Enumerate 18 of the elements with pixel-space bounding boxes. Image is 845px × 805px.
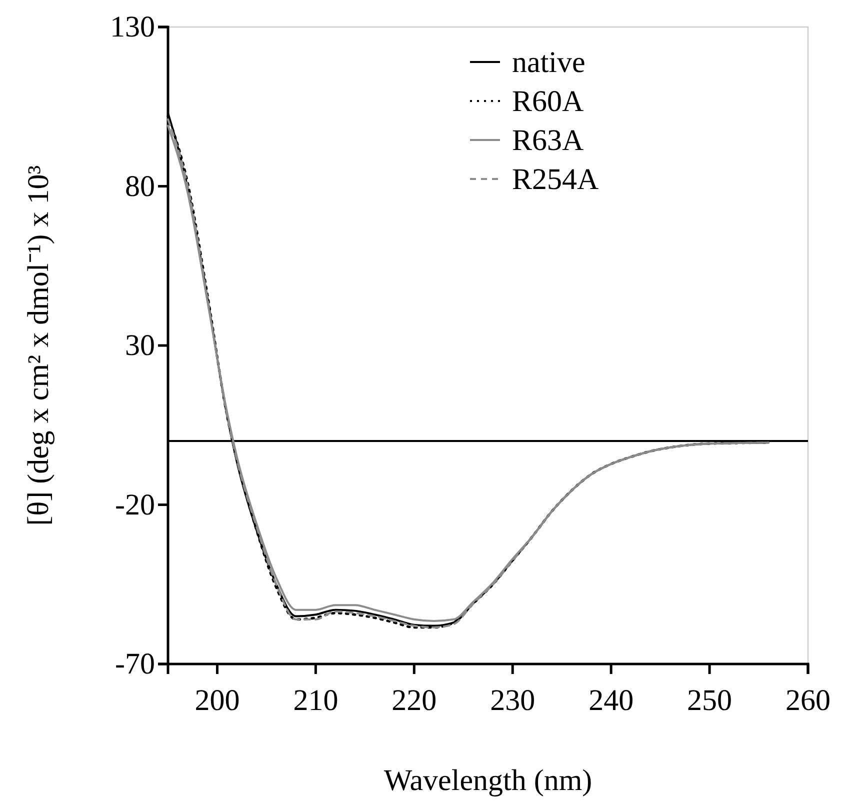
x-tick-label: 210 <box>293 684 338 717</box>
legend-label: native <box>512 46 586 79</box>
legend-label: R63A <box>512 124 584 157</box>
legend-label: R60A <box>512 85 584 118</box>
y-axis-title: [θ] (deg x cm² x dmol⁻¹) x 10³ <box>22 165 55 526</box>
x-tick-label: 220 <box>392 684 437 717</box>
x-axis-title: Wavelength (nm) <box>384 764 592 797</box>
y-tick-label: 80 <box>125 170 155 203</box>
x-tick-label: 200 <box>194 684 240 717</box>
y-tick-label: 30 <box>125 329 155 362</box>
y-tick-label: -70 <box>115 648 155 681</box>
x-tick-label: 260 <box>786 684 830 717</box>
x-tick-label: 240 <box>588 684 634 717</box>
legend-label: R254A <box>512 163 600 196</box>
x-tick-label: 250 <box>687 684 732 717</box>
y-tick-label: -20 <box>115 488 155 522</box>
x-tick-label: 230 <box>490 684 536 717</box>
y-tick-label: 130 <box>110 10 155 44</box>
